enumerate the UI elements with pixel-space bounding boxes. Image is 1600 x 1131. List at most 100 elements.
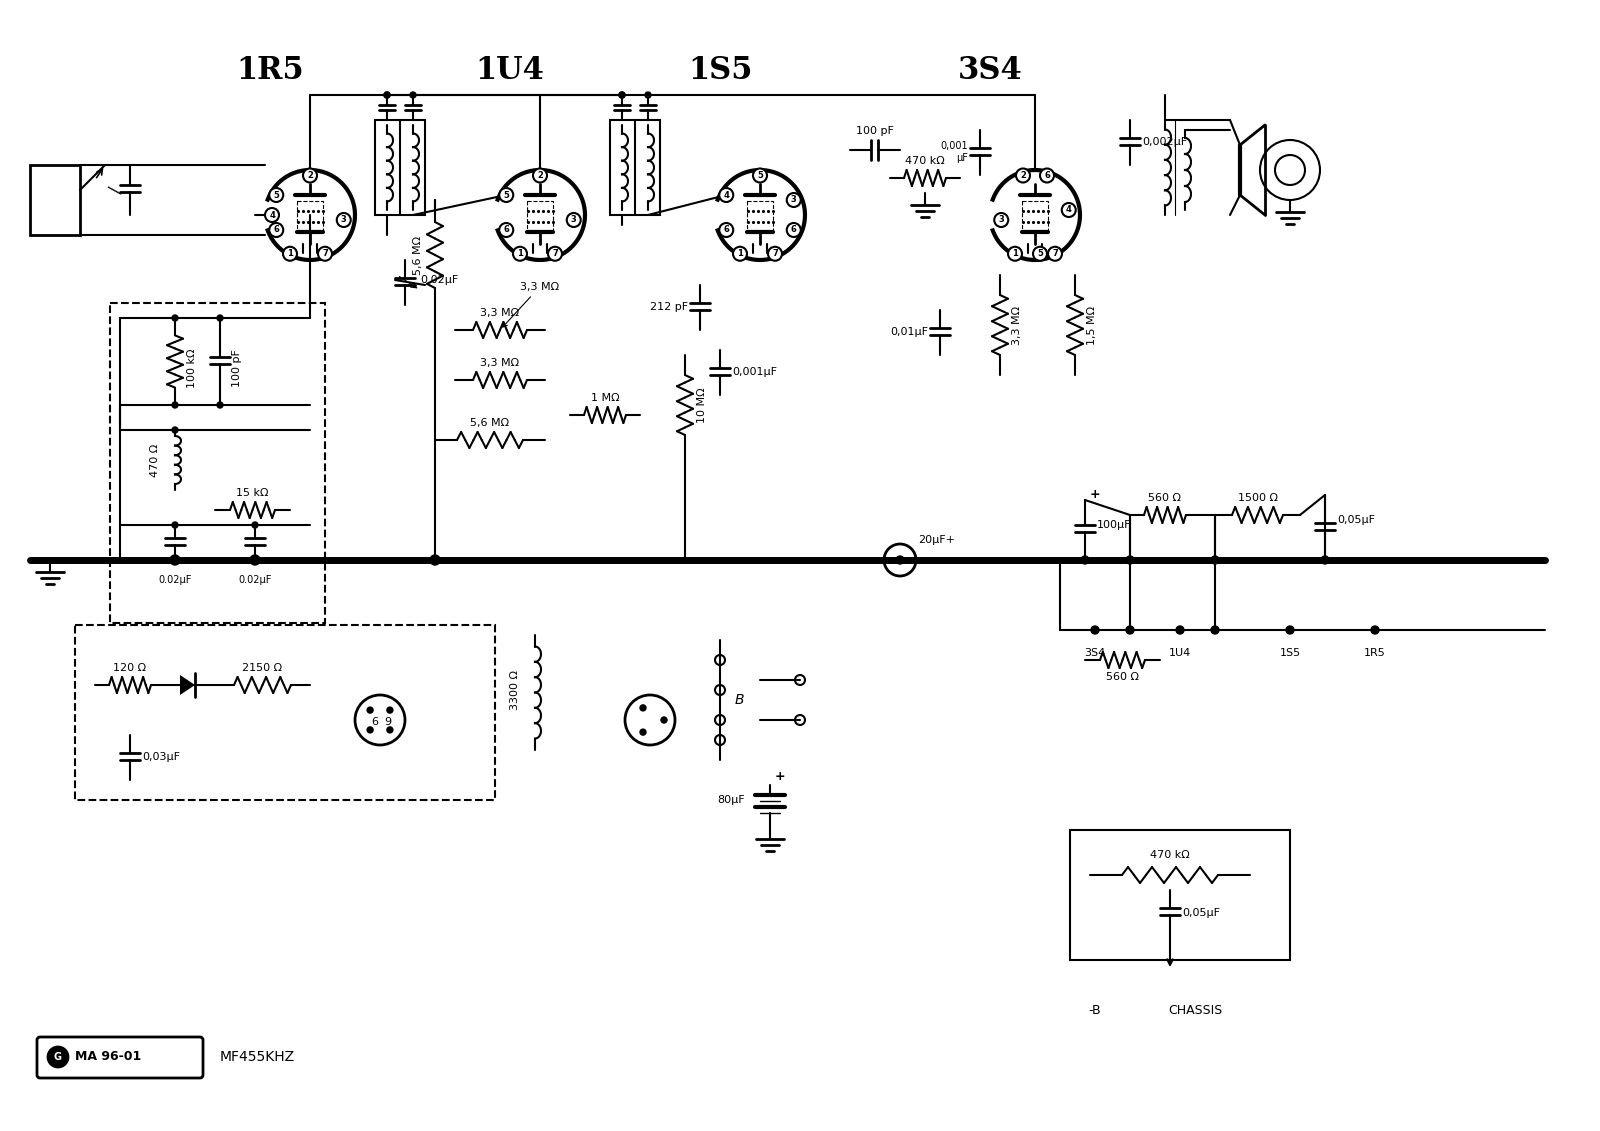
Circle shape <box>896 556 904 564</box>
Bar <box>747 200 773 230</box>
Circle shape <box>336 213 350 227</box>
Circle shape <box>1082 556 1090 564</box>
Circle shape <box>514 247 526 261</box>
Text: 6: 6 <box>504 225 509 234</box>
Text: 3,3 MΩ: 3,3 MΩ <box>480 308 520 318</box>
Text: 560 Ω: 560 Ω <box>1149 493 1181 503</box>
Text: 3,3 MΩ: 3,3 MΩ <box>1013 305 1022 345</box>
Circle shape <box>1126 625 1134 634</box>
Circle shape <box>171 556 179 564</box>
Circle shape <box>1126 556 1134 564</box>
Text: 7: 7 <box>1053 249 1058 258</box>
Text: 0,01μF: 0,01μF <box>890 327 928 337</box>
Text: 3: 3 <box>790 196 797 205</box>
Text: 470 Ω: 470 Ω <box>150 443 160 476</box>
Text: 5: 5 <box>757 171 763 180</box>
Circle shape <box>1091 625 1099 634</box>
Circle shape <box>173 402 178 408</box>
Circle shape <box>1322 556 1330 564</box>
Circle shape <box>720 188 733 202</box>
Circle shape <box>754 169 766 182</box>
Text: 100 kΩ: 100 kΩ <box>187 348 197 388</box>
Text: B: B <box>734 693 744 707</box>
Circle shape <box>266 208 278 222</box>
Circle shape <box>499 188 514 202</box>
Text: 20μF+: 20μF+ <box>918 535 955 545</box>
Text: 560 Ω: 560 Ω <box>1106 672 1139 682</box>
Circle shape <box>720 223 733 238</box>
Text: 3S4: 3S4 <box>1085 648 1106 658</box>
Text: 1U4: 1U4 <box>475 55 544 86</box>
Text: 2150 Ω: 2150 Ω <box>243 663 283 673</box>
Text: 0,03μF: 0,03μF <box>142 752 179 762</box>
Text: 6: 6 <box>723 225 730 234</box>
Text: 0,002μF: 0,002μF <box>1142 137 1187 147</box>
Circle shape <box>355 696 405 745</box>
Circle shape <box>218 402 222 408</box>
Circle shape <box>1176 625 1184 634</box>
Circle shape <box>269 188 283 202</box>
Text: G: G <box>54 1052 62 1062</box>
Text: -B: -B <box>1088 1003 1101 1017</box>
Text: 15 kΩ: 15 kΩ <box>237 487 269 498</box>
Text: 470 kΩ: 470 kΩ <box>1150 851 1190 860</box>
Bar <box>1022 200 1048 230</box>
Text: 5: 5 <box>1037 249 1043 258</box>
Text: 4: 4 <box>269 210 275 219</box>
Circle shape <box>768 247 782 261</box>
Text: 120 Ω: 120 Ω <box>114 663 147 673</box>
Text: 1U4: 1U4 <box>1170 648 1190 658</box>
Circle shape <box>626 696 675 745</box>
Text: 1S5: 1S5 <box>688 55 752 86</box>
Circle shape <box>173 428 178 433</box>
Text: 100 pF: 100 pF <box>232 349 242 387</box>
Text: 3,3 MΩ: 3,3 MΩ <box>480 359 520 368</box>
Text: MF455KHZ: MF455KHZ <box>221 1050 294 1064</box>
Text: 3: 3 <box>341 216 347 224</box>
Circle shape <box>1371 625 1379 634</box>
FancyBboxPatch shape <box>37 1037 203 1078</box>
Circle shape <box>1286 625 1294 634</box>
Text: 4: 4 <box>723 190 730 199</box>
Text: 10 MΩ: 10 MΩ <box>698 387 707 423</box>
Text: 0.02μF: 0.02μF <box>419 275 458 285</box>
Circle shape <box>733 247 747 261</box>
Text: 7: 7 <box>322 249 328 258</box>
Circle shape <box>994 213 1008 227</box>
Text: 2: 2 <box>538 171 542 180</box>
Circle shape <box>48 1047 67 1067</box>
Text: 7: 7 <box>552 249 558 258</box>
Circle shape <box>218 316 222 321</box>
Circle shape <box>883 544 915 576</box>
Text: 6: 6 <box>371 717 379 727</box>
Polygon shape <box>179 675 195 696</box>
Circle shape <box>283 247 298 261</box>
Circle shape <box>640 705 646 711</box>
Circle shape <box>645 92 651 98</box>
Text: 0,05μF: 0,05μF <box>1182 908 1221 918</box>
Text: 3: 3 <box>571 216 576 224</box>
Text: 3,3 MΩ: 3,3 MΩ <box>502 282 558 327</box>
Text: 0,001μF: 0,001μF <box>733 366 778 377</box>
Circle shape <box>1048 247 1062 261</box>
Circle shape <box>1211 625 1219 634</box>
Circle shape <box>499 223 514 238</box>
Text: MA 96-01: MA 96-01 <box>75 1051 141 1063</box>
Bar <box>526 200 554 230</box>
Circle shape <box>1211 556 1219 564</box>
Text: 3: 3 <box>998 216 1005 224</box>
Circle shape <box>384 92 390 98</box>
Circle shape <box>387 707 394 714</box>
Text: 1: 1 <box>1013 249 1018 258</box>
Bar <box>30 165 80 235</box>
Bar <box>374 120 426 215</box>
Circle shape <box>1016 169 1030 182</box>
Circle shape <box>430 555 440 566</box>
Circle shape <box>1062 202 1075 217</box>
Text: 1R5: 1R5 <box>237 55 304 86</box>
Circle shape <box>384 92 390 98</box>
Text: 6: 6 <box>1045 171 1050 180</box>
Circle shape <box>619 92 626 98</box>
Circle shape <box>253 523 258 528</box>
Bar <box>1070 830 1290 960</box>
